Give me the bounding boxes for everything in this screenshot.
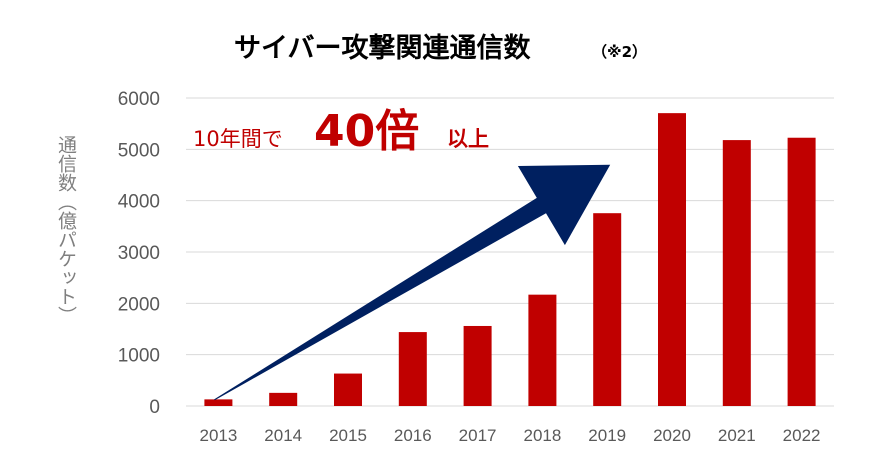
bar-2021 [722,140,751,407]
bars [204,113,816,407]
y-tick-label: 4000 [118,192,160,213]
x-tick-label: 2020 [653,426,691,445]
bar-2018 [528,294,557,406]
annotation-prefix: 10年間で [193,127,283,151]
bar-2016 [398,332,427,406]
chart-title: サイバー攻撃関連通信数 [234,33,531,64]
y-axis-ticks: 0 1000 2000 3000 4000 5000 6000 [118,89,160,418]
x-tick-label: 2014 [264,426,302,445]
y-tick-label: 5000 [118,140,160,161]
bar-2014 [269,392,298,406]
x-tick-label: 2022 [783,426,821,445]
y-tick-label: 2000 [118,294,160,315]
bar-2015 [334,373,362,406]
bar-2013 [204,399,233,406]
bar-2019 [593,213,622,406]
bar-2020 [658,113,686,406]
bar-2022 [787,137,816,406]
y-tick-label: 6000 [118,89,160,110]
bar-2017 [463,325,492,406]
x-axis-ticks: 2013 2014 2015 2016 2017 2018 2019 2020 2021 2022 [199,426,820,445]
x-tick-label: 2018 [523,426,561,445]
x-tick-label: 2021 [718,426,756,445]
y-axis-label: 通信数（億パケット） [55,135,77,325]
x-tick-label: 2016 [394,426,432,445]
annotation-highlight: 40倍 [314,106,419,157]
growth-arrow [214,164,611,401]
x-tick-label: 2017 [459,426,497,445]
x-tick-label: 2019 [588,426,626,445]
y-tick-label: 1000 [118,346,160,367]
x-tick-label: 2015 [329,426,367,445]
y-tick-label: 3000 [118,243,160,264]
x-tick-label: 2013 [199,426,237,445]
y-tick-label: 0 [149,397,160,418]
chart-title-note: （※2） [592,43,647,61]
annotation-suffix: 以上 [447,127,489,151]
